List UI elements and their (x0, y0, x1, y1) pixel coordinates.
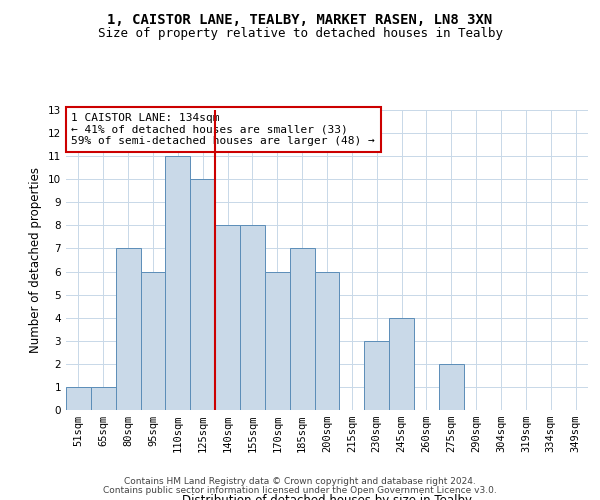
Bar (314, 272, 340, 410)
Bar (215, 226, 240, 410)
Bar (364, 341, 389, 410)
Text: Contains HM Land Registry data © Crown copyright and database right 2024.: Contains HM Land Registry data © Crown c… (124, 477, 476, 486)
Bar (190, 179, 215, 410)
Text: 1 CAISTOR LANE: 134sqm
← 41% of detached houses are smaller (33)
59% of semi-det: 1 CAISTOR LANE: 134sqm ← 41% of detached… (71, 113, 375, 146)
Text: Size of property relative to detached houses in Tealby: Size of property relative to detached ho… (97, 28, 503, 40)
Bar (116, 248, 140, 410)
Bar (240, 226, 265, 410)
Bar (91, 387, 116, 410)
Bar (389, 318, 414, 410)
Bar (166, 156, 190, 410)
Text: 1, CAISTOR LANE, TEALBY, MARKET RASEN, LN8 3XN: 1, CAISTOR LANE, TEALBY, MARKET RASEN, L… (107, 12, 493, 26)
Bar (66, 387, 91, 410)
Bar (265, 272, 290, 410)
Y-axis label: Number of detached properties: Number of detached properties (29, 167, 43, 353)
Text: Contains public sector information licensed under the Open Government Licence v3: Contains public sector information licen… (103, 486, 497, 495)
Bar (140, 272, 166, 410)
Bar (439, 364, 464, 410)
Bar (290, 248, 314, 410)
X-axis label: Distribution of detached houses by size in Tealby: Distribution of detached houses by size … (182, 494, 472, 500)
